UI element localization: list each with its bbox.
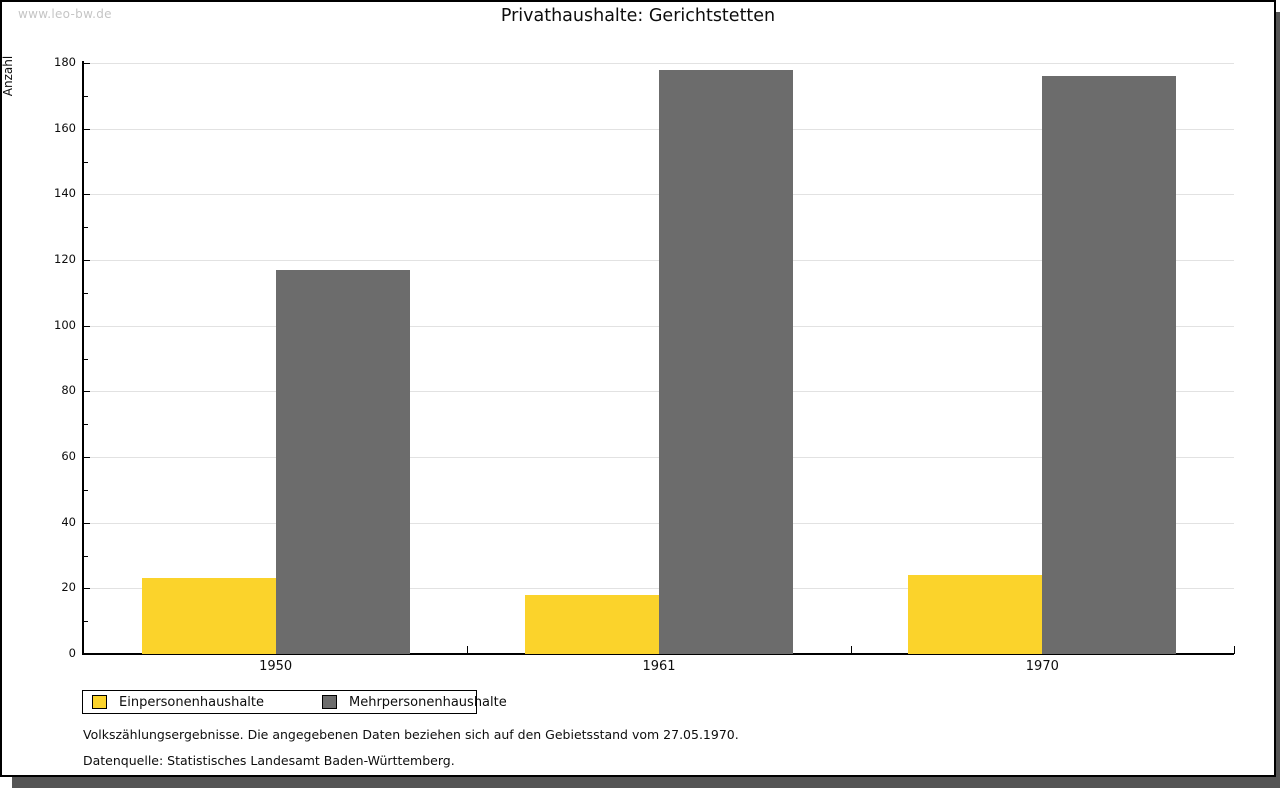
legend-swatch-yellow-icon bbox=[92, 695, 107, 709]
y-tick-minor bbox=[84, 358, 88, 360]
y-tick-major bbox=[84, 260, 90, 261]
legend-swatch-gray-icon bbox=[322, 695, 337, 709]
legend-label: Mehrpersonenhaushalte bbox=[349, 694, 507, 710]
y-tick-label: 160 bbox=[54, 120, 76, 135]
y-tick-major bbox=[84, 391, 90, 393]
chart-title: Privathaushalte: Gerichtstetten bbox=[500, 6, 776, 26]
x-axis-tick bbox=[467, 646, 469, 654]
y-tick-minor bbox=[84, 621, 88, 623]
panel-shadow-right bbox=[1276, 12, 1280, 777]
y-tick-major bbox=[84, 194, 90, 196]
y-tick-label: 140 bbox=[54, 186, 76, 201]
bar-einpersonenhaushalte-1950 bbox=[141, 578, 276, 654]
y-tick-label: 100 bbox=[54, 317, 76, 332]
bar-mehrpersonenhaushalte-1970 bbox=[1042, 76, 1177, 654]
y-tick-minor bbox=[84, 292, 88, 294]
y-tick-major bbox=[84, 63, 90, 64]
y-tick-major bbox=[84, 325, 90, 327]
y-tick-label: 20 bbox=[61, 580, 76, 595]
y-tick-major bbox=[84, 128, 90, 130]
x-category-label: 1950 bbox=[259, 659, 293, 674]
y-tick-minor bbox=[84, 555, 88, 557]
legend-item-mehrpersonenhaushalte: Mehrpersonenhaushalte bbox=[322, 695, 507, 710]
y-tick-minor bbox=[84, 489, 88, 491]
y-axis-title: Anzahl bbox=[1, 55, 15, 97]
legend-label: Einpersonenhaushalte bbox=[119, 694, 264, 710]
y-tick-label: 0 bbox=[68, 646, 76, 660]
chart-legend: Einpersonenhaushalte Mehrpersonenhaushal… bbox=[82, 690, 507, 714]
y-tick-minor bbox=[84, 95, 88, 97]
footnote-source: Datenquelle: Statistisches Landesamt Bad… bbox=[83, 753, 455, 768]
chart-panel: www.leo-bw.de Privathaushalte: Gerichtst… bbox=[0, 0, 1276, 777]
y-gridline bbox=[84, 63, 1234, 64]
panel-shadow-bottom bbox=[12, 777, 1280, 788]
y-tick-minor bbox=[84, 424, 88, 426]
y-tick-label: 80 bbox=[61, 383, 76, 398]
x-category-label: 1961 bbox=[642, 659, 676, 674]
y-tick-major bbox=[84, 522, 90, 524]
y-tick-label: 120 bbox=[54, 252, 76, 266]
y-tick-minor bbox=[84, 227, 88, 229]
x-category-label: 1970 bbox=[1025, 659, 1059, 674]
plot-area: Anzahl 0 20 40 60 80 100 120 140 160 180 1950 1961 1… bbox=[1, 2, 1274, 775]
y-tick-major bbox=[84, 588, 90, 590]
legend-item-einpersonenhaushalte: Einpersonenhaushalte bbox=[92, 695, 264, 710]
footnote-census: Volkszählungsergebnisse. Die angegebenen… bbox=[83, 727, 739, 742]
bar-einpersonenhaushalte-1970 bbox=[908, 575, 1043, 654]
x-axis-line bbox=[82, 653, 1234, 655]
x-axis-tick bbox=[1234, 646, 1235, 654]
y-tick-minor bbox=[84, 161, 88, 163]
y-tick-label: 60 bbox=[61, 449, 76, 463]
x-axis-tick bbox=[850, 646, 852, 654]
watermark: www.leo-bw.de bbox=[18, 7, 112, 21]
y-tick-label: 40 bbox=[61, 514, 76, 529]
y-axis-line bbox=[82, 61, 84, 655]
y-tick-label: 180 bbox=[54, 55, 76, 69]
bar-mehrpersonenhaushalte-1950 bbox=[275, 269, 410, 654]
y-tick-major bbox=[84, 457, 90, 458]
bar-einpersonenhaushalte-1961 bbox=[525, 594, 659, 654]
bar-mehrpersonenhaushalte-1961 bbox=[659, 69, 793, 654]
